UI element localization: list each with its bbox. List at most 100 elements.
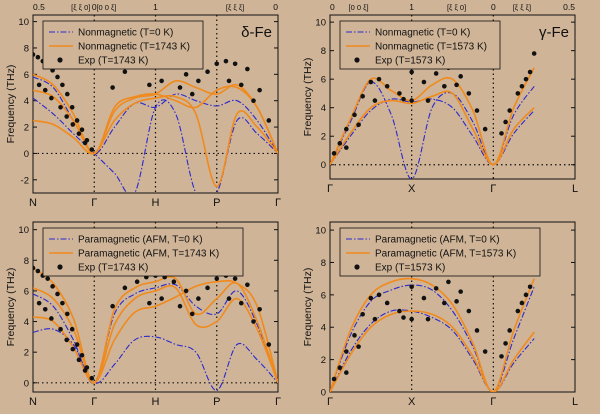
exp-data-point xyxy=(64,337,69,343)
exp-data-point xyxy=(196,296,201,301)
exp-data-point xyxy=(232,61,238,67)
exp-data-point xyxy=(147,300,152,306)
exp-data-point xyxy=(344,370,349,375)
x-sym-label: P xyxy=(213,197,220,209)
legend-box xyxy=(339,227,541,277)
legend-label: Paramagnetic (AFM, T=0 K) xyxy=(78,235,203,246)
exp-data-point xyxy=(503,341,508,346)
x-sym-label: L xyxy=(572,183,578,195)
legend-marker-dot xyxy=(57,57,63,63)
exp-data-point xyxy=(337,365,343,371)
top-tick-label: 0.5 xyxy=(563,2,575,12)
legend-label: Exp (T=1743 K) xyxy=(78,263,148,274)
exp-data-point xyxy=(110,85,115,90)
exp-data-point xyxy=(79,352,85,358)
y-tick-label: 10 xyxy=(18,17,29,28)
legend-label: Nonmagnetic (T=0 K) xyxy=(375,28,470,39)
legend-marker-dot xyxy=(354,264,360,270)
legend-marker-dot xyxy=(354,57,360,63)
exp-data-point xyxy=(503,119,508,125)
exp-data-point xyxy=(36,300,42,306)
exp-data-point xyxy=(331,151,337,156)
exp-data-point xyxy=(368,295,374,301)
top-tick-label: 0 xyxy=(273,2,278,12)
top-tick-label: 0 xyxy=(491,2,496,12)
exp-data-point xyxy=(58,104,63,110)
exp-data-point xyxy=(531,51,537,56)
exp-data-point xyxy=(76,131,82,136)
direction-label: [ξ ξ ξ] xyxy=(226,3,244,12)
legend-label: Nonmagnetic (T=1573 K) xyxy=(375,42,487,53)
orange-dispersion-line xyxy=(33,73,278,155)
exp-data-point xyxy=(79,127,85,133)
exp-data-point xyxy=(33,265,36,271)
exp-data-point xyxy=(507,108,512,113)
y-tick-label: 2 xyxy=(321,132,326,143)
y-axis-label: Frequency (THz) xyxy=(5,65,17,144)
exp-data-point xyxy=(69,104,75,110)
exp-data-point xyxy=(409,316,414,322)
y-axis-label: Frequency (THz) xyxy=(302,58,314,137)
exp-data-point xyxy=(458,289,463,294)
top-tick-label: 0.5 xyxy=(33,2,45,12)
y-tick-label: 6 xyxy=(24,70,29,81)
exp-data-point xyxy=(55,291,60,297)
exp-data-point xyxy=(376,292,382,298)
y-tick-label: 4 xyxy=(24,317,29,328)
exp-data-point xyxy=(433,286,439,291)
x-sym-label: N xyxy=(29,396,37,408)
dashdot-dispersion-line xyxy=(33,283,278,384)
exp-data-point xyxy=(238,300,244,306)
y-tick-label: -2 xyxy=(21,175,29,186)
series-group xyxy=(330,48,537,179)
exp-data-point xyxy=(134,279,140,285)
exp-data-point xyxy=(499,131,504,136)
exp-data-point xyxy=(421,79,427,85)
exp-data-point xyxy=(527,284,533,290)
exp-data-point xyxy=(372,316,378,322)
direction-label: [0 0 ξ] xyxy=(349,3,369,12)
exp-data-point xyxy=(397,308,402,314)
exp-data-point xyxy=(69,326,75,332)
legend-label: Nonmagnetic (T=0 K) xyxy=(78,28,173,39)
exp-data-point xyxy=(49,95,54,101)
exp-data-point xyxy=(226,296,232,301)
exp-data-point xyxy=(466,308,472,314)
panel-gamma-para: 0 2 4 6 8 10 Frequency (THz) Γ X Γ L Paramagnetic (… xyxy=(302,221,578,408)
exp-data-point xyxy=(466,91,472,96)
y-tick-label: 6 xyxy=(321,75,326,86)
exp-data-point xyxy=(515,308,521,314)
exp-data-point xyxy=(384,84,390,89)
exp-data-point xyxy=(266,342,272,347)
exp-data-point xyxy=(50,284,55,289)
exp-data-point xyxy=(421,295,427,301)
exp-data-point xyxy=(147,82,152,88)
y-tick-label: 2 xyxy=(321,355,326,366)
exp-data-point xyxy=(409,284,414,290)
y-tick-label: 6 xyxy=(321,290,326,301)
exp-data-point xyxy=(70,346,76,352)
exp-data-point xyxy=(177,85,183,90)
exp-data-point xyxy=(344,126,349,132)
y-tick-label: 0 xyxy=(24,149,29,160)
x-sym-label: Γ xyxy=(490,396,496,408)
y-tick-label: 0 xyxy=(321,160,326,171)
exp-data-point xyxy=(232,276,238,281)
y-tick-label: 10 xyxy=(315,226,326,237)
orange-dispersion-line xyxy=(330,67,535,166)
x-sym-label: Γ xyxy=(91,396,97,408)
exp-data-point xyxy=(474,328,480,333)
exp-data-point xyxy=(519,84,525,89)
exp-data-point xyxy=(482,126,488,132)
exp-data-point xyxy=(76,357,82,363)
exp-data-point xyxy=(214,276,220,281)
exp-data-point xyxy=(70,122,76,127)
y-tick-label: 8 xyxy=(24,256,29,267)
x-sym-label: X xyxy=(408,183,416,195)
direction-label: [ξ ξ 0] xyxy=(71,3,90,12)
legend-label: Paramagnetic (AFM, T=0 K) xyxy=(375,235,500,246)
legend: Paramagnetic (AFM, T=0 K) Paramagnetic (A… xyxy=(339,227,541,277)
exp-data-point xyxy=(337,141,343,146)
x-sym-label: H xyxy=(152,197,160,209)
